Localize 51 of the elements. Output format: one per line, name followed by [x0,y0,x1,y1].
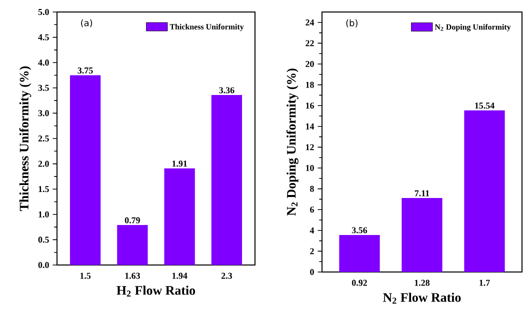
y-tick-label: 3.0 [38,110,49,116]
y-tick-label: 3.5 [38,84,49,91]
annotation: (a) [81,19,92,28]
y-tick-label: 6 [310,206,314,213]
y-tick-label: 8 [310,186,314,192]
y-tick-label: 16 [306,102,314,109]
x-axis-title: N$_{2}$ Flow Ratio [383,292,461,304]
y-tick-label: 1.5 [38,186,49,192]
y-tick-label: 5.0 [38,8,49,16]
x-tick-label: 1.28 [414,280,430,286]
data-label: 1.91 [172,160,187,167]
bar [464,110,505,272]
bar [117,225,148,265]
bar [339,234,380,272]
y-tick-label: 18 [306,82,314,88]
y-tick-label: 14 [306,123,314,130]
x-tick-label: 1.5 [80,272,91,279]
x-axis-title: H$_{2}$ Flow Ratio [116,286,196,297]
annotation: (b) [346,19,358,28]
bar [164,168,195,265]
x-tick-label: 1.7 [480,280,490,286]
y-tick-label: 0.0 [38,262,49,268]
data-label: 3.56 [352,227,368,234]
y-tick-label: 10 [306,164,314,172]
bar [70,75,101,265]
bar [211,94,242,265]
y-tick-label: 20 [306,60,314,68]
x-tick-label: 0.92 [352,280,367,286]
y-tick-label: 2 [310,248,314,254]
y-tick-label: 1.0 [38,211,49,218]
y-tick-label: 0.5 [38,236,49,243]
data-label: 0.79 [124,217,140,224]
y-tick-label: 2.5 [38,135,49,142]
y-tick-label: 12 [306,144,314,150]
y-tick-label: 0 [310,268,314,276]
y-tick-label: 24 [306,19,314,26]
x-tick-label: 2.3 [221,272,232,279]
y-tick-label: 22 [306,40,314,46]
y-tick-label: 4 [310,227,314,234]
data-label: 3.75 [78,67,93,74]
data-label: 15.54 [475,102,494,109]
y-axis-title: N$_{2}$ Doping Uniformity (%) [286,68,298,216]
y-tick-label: 4.5 [38,34,49,40]
x-tick-label: 1.63 [125,272,140,279]
y-tick-label: 4.0 [38,60,49,66]
data-label: 7.11 [414,190,430,196]
y-tick-label: 2.0 [38,160,49,167]
y-axis-title: Thickness Uniformity (%) [19,66,32,211]
data-label: 3.36 [219,87,234,94]
x-tick-label: 1.94 [172,272,188,279]
bar [402,198,442,272]
